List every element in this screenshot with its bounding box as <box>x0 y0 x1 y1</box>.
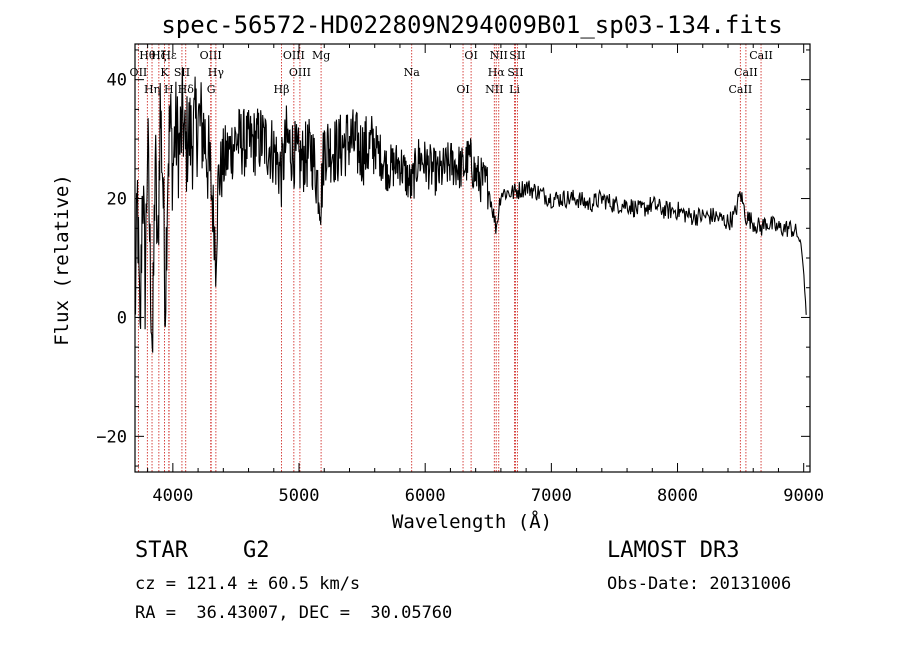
line-marker-label: OII <box>130 66 148 79</box>
line-marker-label: Li <box>509 83 520 96</box>
line-marker-label: OIII <box>200 49 222 62</box>
y-axis: −20 0 20 40 <box>96 49 810 467</box>
y-tick-label: 0 <box>117 308 127 328</box>
line-marker-label: CaII <box>729 83 753 96</box>
flux-series-line <box>134 67 807 353</box>
observation-date: Obs-Date: 20131006 <box>607 574 792 594</box>
x-tick-label: 5000 <box>279 486 320 506</box>
line-marker-label: Mg <box>312 49 330 62</box>
line-marker-label: OI <box>456 83 469 96</box>
plot-frame <box>134 43 811 473</box>
x-axis-label: Wavelength (Å) <box>392 510 552 533</box>
y-axis-label: Flux (relative) <box>51 174 73 346</box>
x-axis: 4000 5000 6000 7000 8000 9000 <box>147 44 824 506</box>
object-subclass: G2 <box>243 538 270 563</box>
line-marker-label: Hε <box>161 49 177 62</box>
line-marker-label: CaII <box>734 66 758 79</box>
line-marker-label: OI <box>464 49 477 62</box>
line-marker-label: Hθ <box>139 49 156 62</box>
survey-name: LAMOST DR3 <box>607 538 740 563</box>
line-marker-label: Na <box>404 66 421 79</box>
x-tick-label: 6000 <box>405 486 446 506</box>
line-marker-label: K <box>160 66 169 79</box>
line-marker-label: Hβ <box>274 83 290 96</box>
x-tick-label: 9000 <box>783 486 824 506</box>
line-marker-label: Hδ <box>178 83 195 96</box>
line-marker-label: SII <box>507 66 523 79</box>
object-class: STAR <box>135 538 188 563</box>
y-tick-label: −20 <box>96 427 127 447</box>
line-marker-label: Hγ <box>208 66 225 79</box>
coordinates: RA = 36.43007, DEC = 30.05760 <box>135 603 453 623</box>
line-marker-label: NII <box>490 49 508 62</box>
line-marker-label: OIII <box>289 66 311 79</box>
x-tick-label: 7000 <box>531 486 572 506</box>
line-marker-label: Hη <box>144 83 160 96</box>
line-marker-label: OIII <box>283 49 305 62</box>
line-marker-label: G <box>207 83 216 96</box>
x-tick-label: 8000 <box>657 486 698 506</box>
emission-line-markers: HθOIIHηHζKHHεSIIHδOIIIHγGOIIIOIIIHβMgNaO… <box>130 44 773 472</box>
x-tick-label: 4000 <box>152 486 193 506</box>
y-tick-label: 20 <box>107 190 127 210</box>
line-marker-label: CaII <box>749 49 773 62</box>
line-marker-label: NII <box>485 83 503 96</box>
line-marker-label: Hζ <box>151 49 167 62</box>
y-tick-label: 40 <box>107 71 127 91</box>
line-marker-label: Hα <box>488 66 506 79</box>
line-marker-label: SII <box>509 49 525 62</box>
chart-title: spec-56572-HD022809N294009B01_sp03-134.f… <box>161 11 782 39</box>
redshift-cz: cz = 121.4 ± 60.5 km/s <box>135 574 361 594</box>
